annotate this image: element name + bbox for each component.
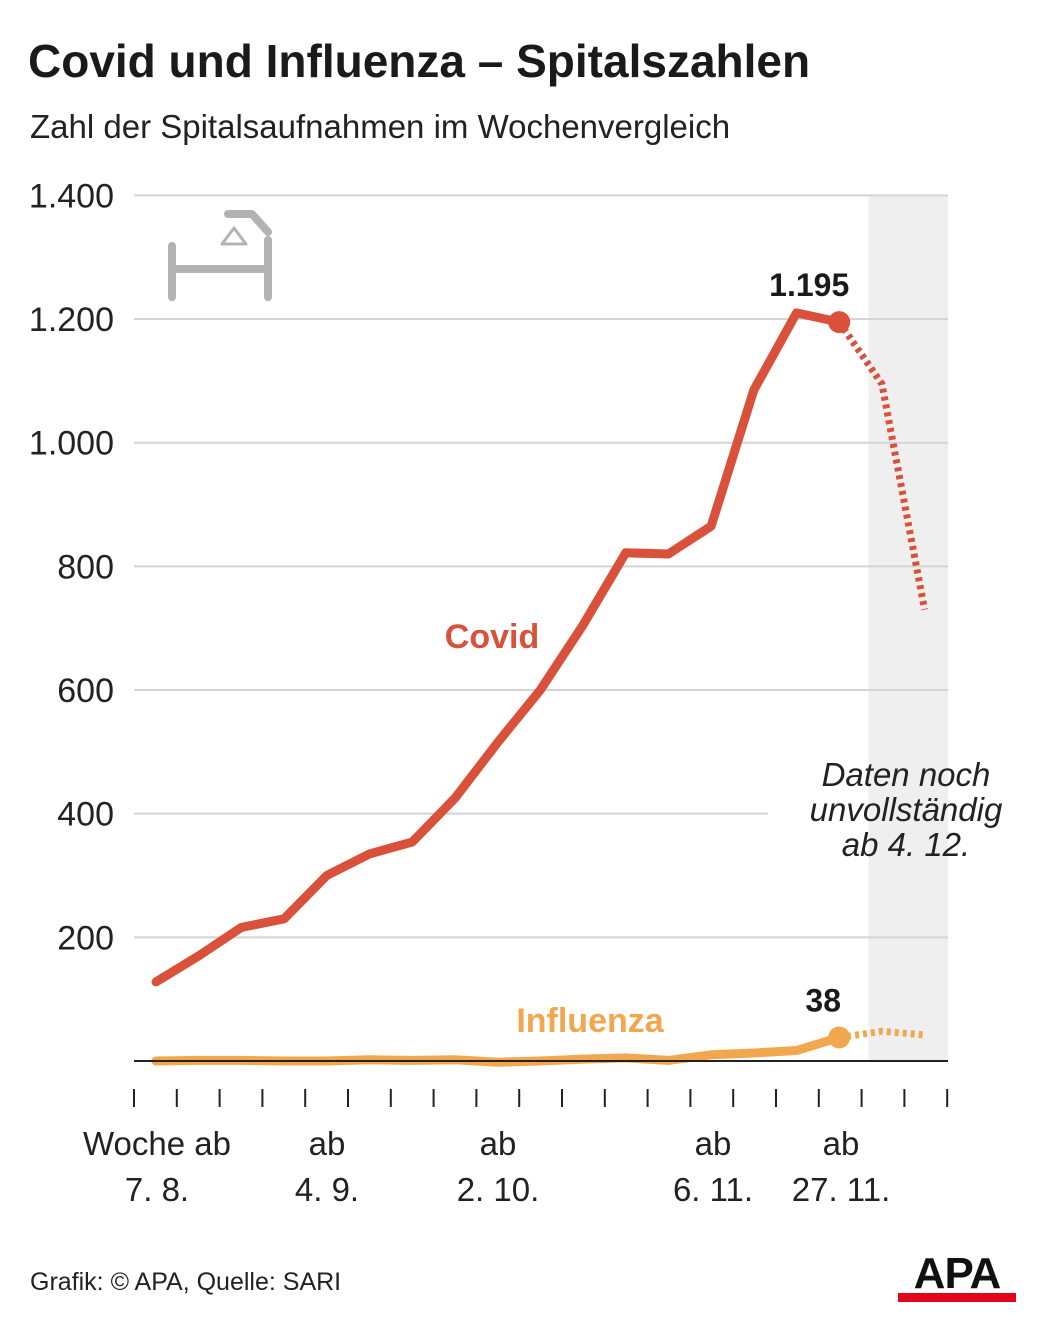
x-tick-label: 6. 11. [673,1171,753,1208]
apa-logo-text: APA [914,1249,1001,1298]
chart-subtitle: Zahl der Spitalsaufnahmen im Wochenvergl… [30,108,731,145]
annotation-line: unvollständig [810,791,1003,828]
covid-line [151,308,844,987]
annotation-line: Daten noch [822,756,991,793]
y-tick-label: 1.400 [29,177,114,215]
line-chart: 200 400 600 800 1.000 1.200 1.400 Daten nochun… [29,177,1003,1208]
covid-highlight-label: 1.195 [769,267,849,303]
y-tick-label: 1.200 [29,301,114,339]
y-tick-label: 400 [57,796,114,834]
x-tick-label: 4. 9. [295,1171,359,1208]
x-tick-label: ab [695,1125,732,1162]
influenza-line-incomplete [838,1027,925,1041]
x-tick-label: ab [823,1125,860,1162]
x-tick-label: 27. 11. [792,1171,890,1208]
x-axis-ticks [133,1089,949,1107]
covid-series-label: Covid [445,618,539,656]
y-tick-label: 1.000 [29,425,114,463]
influenza-line [151,1033,844,1067]
apa-logo: APA [898,1249,1016,1302]
influenza-highlight-point [828,1026,851,1049]
y-tick-label: 200 [57,919,114,957]
x-tick-label: Woche ab [83,1125,231,1162]
influenza-series-label: Influenza [516,1002,664,1040]
x-tick-label: ab [309,1125,346,1162]
covid-line-incomplete [836,320,929,611]
y-axis-tick-labels: 200 400 600 800 1.000 1.200 1.400 [29,177,114,957]
x-axis-tick-labels: Woche ab 7. 8. ab 4. 9. ab 2. 10. ab 6. 11. ab 27… [83,1125,890,1208]
influenza-highlight-label: 38 [805,983,841,1019]
x-tick-label: 2. 10. [457,1171,540,1208]
hospital-bed-icon [168,210,272,301]
x-tick-label: ab [480,1125,517,1162]
y-tick-label: 800 [57,548,114,586]
y-tick-label: 600 [57,672,114,710]
source-credit: Grafik: © APA, Quelle: SARI [30,1268,342,1296]
chart-title: Covid und Influenza – Spitalszahlen [28,35,811,87]
x-tick-label: 7. 8. [125,1171,189,1208]
annotation-line: ab 4. 12. [842,826,970,863]
covid-highlight-point [828,311,851,334]
incomplete-data-band [868,195,948,1061]
